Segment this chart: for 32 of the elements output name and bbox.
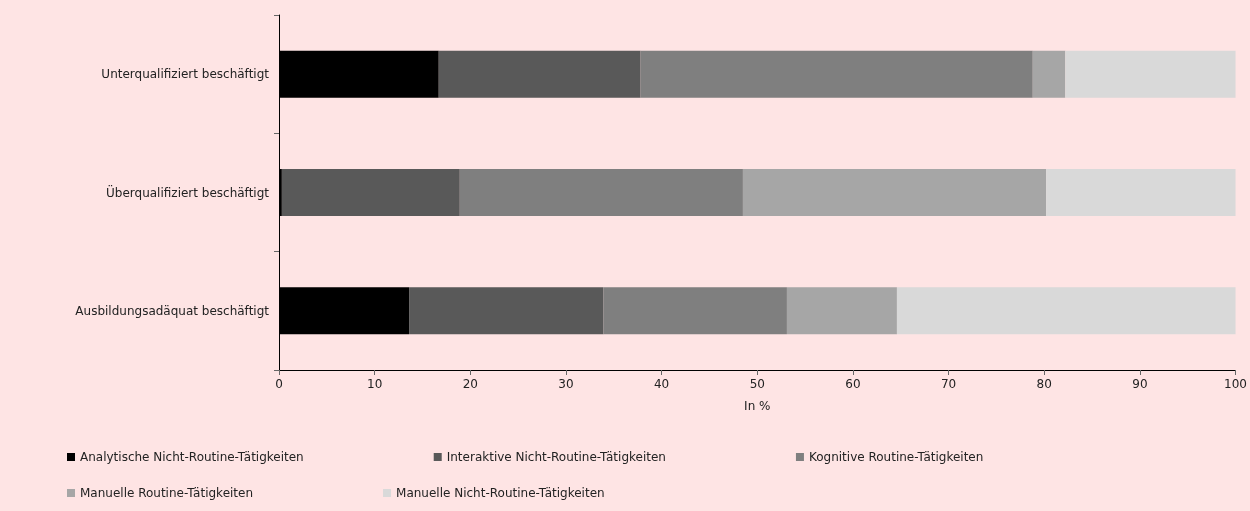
x-tick-label: 80 xyxy=(1036,377,1052,391)
x-tick-label: 20 xyxy=(462,377,478,391)
x-tick-label: 70 xyxy=(940,377,957,391)
bar xyxy=(786,287,897,335)
bar xyxy=(896,287,1236,335)
bar xyxy=(438,50,641,98)
x-axis-title: In % xyxy=(744,399,771,413)
legend-label: Analytische Nicht-Routine-Tätigkeiten xyxy=(80,450,304,464)
bar xyxy=(459,169,743,216)
y-tick-label: Ausbildungsadäquat beschäftigt xyxy=(75,303,270,318)
bar xyxy=(409,287,604,335)
x-tick-label: 0 xyxy=(275,377,283,391)
legend-label: Interaktive Nicht-Routine-Tätigkeiten xyxy=(446,450,666,464)
legend-label: Manuelle Nicht-Routine-Tätigkeiten xyxy=(396,486,605,500)
x-tick-label: 60 xyxy=(845,377,861,391)
bar xyxy=(1065,50,1236,98)
bar xyxy=(1046,169,1236,216)
x-tick-label: 100 xyxy=(1224,377,1247,391)
x-tick-label: 10 xyxy=(367,377,383,391)
x-tick-label: 50 xyxy=(749,377,765,391)
bar xyxy=(1032,50,1066,98)
legend-label: Manuelle Routine-Tätigkeiten xyxy=(80,486,254,500)
bar xyxy=(603,287,787,335)
x-tick-label: 30 xyxy=(558,377,574,391)
bar xyxy=(742,169,1047,216)
bar xyxy=(640,50,1033,98)
bar xyxy=(281,169,460,216)
y-tick-label: Unterqualifiziert beschäftigt xyxy=(101,67,270,82)
y-tick-label: Überqualifiziert beschäftigt xyxy=(106,183,270,200)
legend-label: Kognitive Routine-Tätigkeiten xyxy=(808,450,984,464)
x-tick-label: 40 xyxy=(653,377,670,391)
x-tick-label: 90 xyxy=(1132,377,1148,391)
